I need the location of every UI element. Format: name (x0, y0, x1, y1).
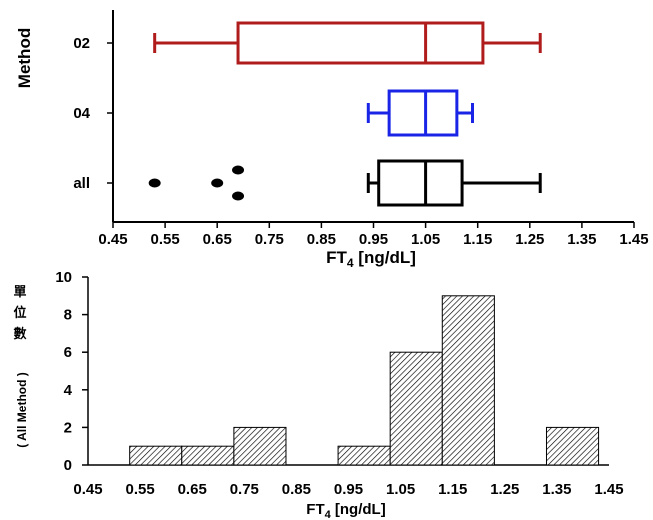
boxplot-x-tick-label: 0.65 (203, 231, 232, 248)
histogram-y-tick-label: 6 (64, 344, 72, 361)
histogram-x-tick-label: 0.75 (230, 481, 259, 498)
histogram-x-tick-label: 1.35 (542, 481, 571, 498)
boxplot-category-label: all (73, 175, 90, 192)
boxplot-x-tick-label: 0.75 (255, 231, 284, 248)
histogram-bar (389, 351, 443, 466)
boxplot-x-tick-label: 0.55 (150, 231, 179, 248)
histogram-x-tick-label: 1.05 (386, 481, 415, 498)
histogram-y-tick-label: 0 (64, 457, 72, 474)
histogram-bar (337, 445, 391, 466)
histogram-x-tick-label: 1.15 (438, 481, 467, 498)
histogram-bar (545, 426, 600, 466)
boxplot-outlier-point (232, 191, 245, 201)
histogram-bar (441, 295, 495, 466)
boxplot-outlier-point (232, 165, 245, 175)
boxplot-category-label: 04 (73, 105, 90, 122)
histogram-panel: 0 2 4 6 8 10 0.45 0.55 0.65 0.75 0.85 0.95 1.05 1.15… (13, 269, 623, 520)
boxplot-outlier-point (148, 178, 161, 188)
boxplot-x-tick-label: 1.05 (411, 231, 440, 248)
boxplot-x-tick-label: 0.95 (359, 231, 388, 248)
histogram-x-axis-title: FT4 [ng/dL] (306, 501, 385, 520)
boxplot-group (148, 159, 542, 207)
boxplot-x-axis-title: FT4 [ng/dL] (326, 248, 416, 270)
boxplot-y-axis-title: Method (15, 28, 34, 88)
histogram-x-tick-label: 1.25 (490, 481, 519, 498)
boxplot-iqr-box (236, 21, 485, 65)
histogram-x-tick-label: 1.45 (594, 481, 623, 498)
boxplot-category-label: 02 (73, 35, 90, 52)
histogram-y-tick-label: 2 (64, 419, 72, 436)
histogram-x-tick-label: 0.95 (334, 481, 363, 498)
histogram-y-label-subtitle: ( All Method ) (15, 372, 29, 448)
histogram-y-tick-label: 10 (55, 269, 72, 286)
histogram-y-label-char-2: 位 (13, 305, 26, 321)
boxplot-iqr-box (377, 159, 464, 207)
histogram-x-tick-label: 0.55 (125, 481, 154, 498)
boxplot-outlier-point (211, 178, 224, 188)
histogram-bar (181, 445, 235, 466)
histogram-y-tick-label: 4 (64, 382, 73, 399)
histogram-y-label-char-1: 單 (13, 285, 26, 300)
histogram-y-label-char-3: 數 (13, 326, 26, 342)
boxplot-x-tick-label: 0.85 (307, 231, 336, 248)
boxplot-iqr-box (387, 89, 459, 137)
boxplot-x-tick-label: 0.45 (98, 231, 127, 248)
boxplot-x-tick-label: 1.25 (515, 231, 544, 248)
histogram-y-tick-label: 8 (64, 307, 72, 324)
histogram-x-tick-label: 0.85 (282, 481, 311, 498)
histogram-bar (233, 426, 287, 466)
boxplot-x-tick-label: 1.15 (463, 231, 492, 248)
boxplot-x-tick-label: 1.35 (567, 231, 596, 248)
histogram-x-tick-label: 0.45 (73, 481, 102, 498)
histogram-bar (129, 445, 183, 466)
boxplot-panel: 0.45 0.55 0.65 0.75 0.85 0.95 1.05 1.15 1.25 1.35… (15, 10, 649, 270)
boxplot-group (153, 21, 542, 65)
histogram-x-tick-label: 0.65 (178, 481, 207, 498)
boxplot-group (366, 89, 474, 137)
boxplot-x-tick-label: 1.45 (619, 231, 648, 248)
